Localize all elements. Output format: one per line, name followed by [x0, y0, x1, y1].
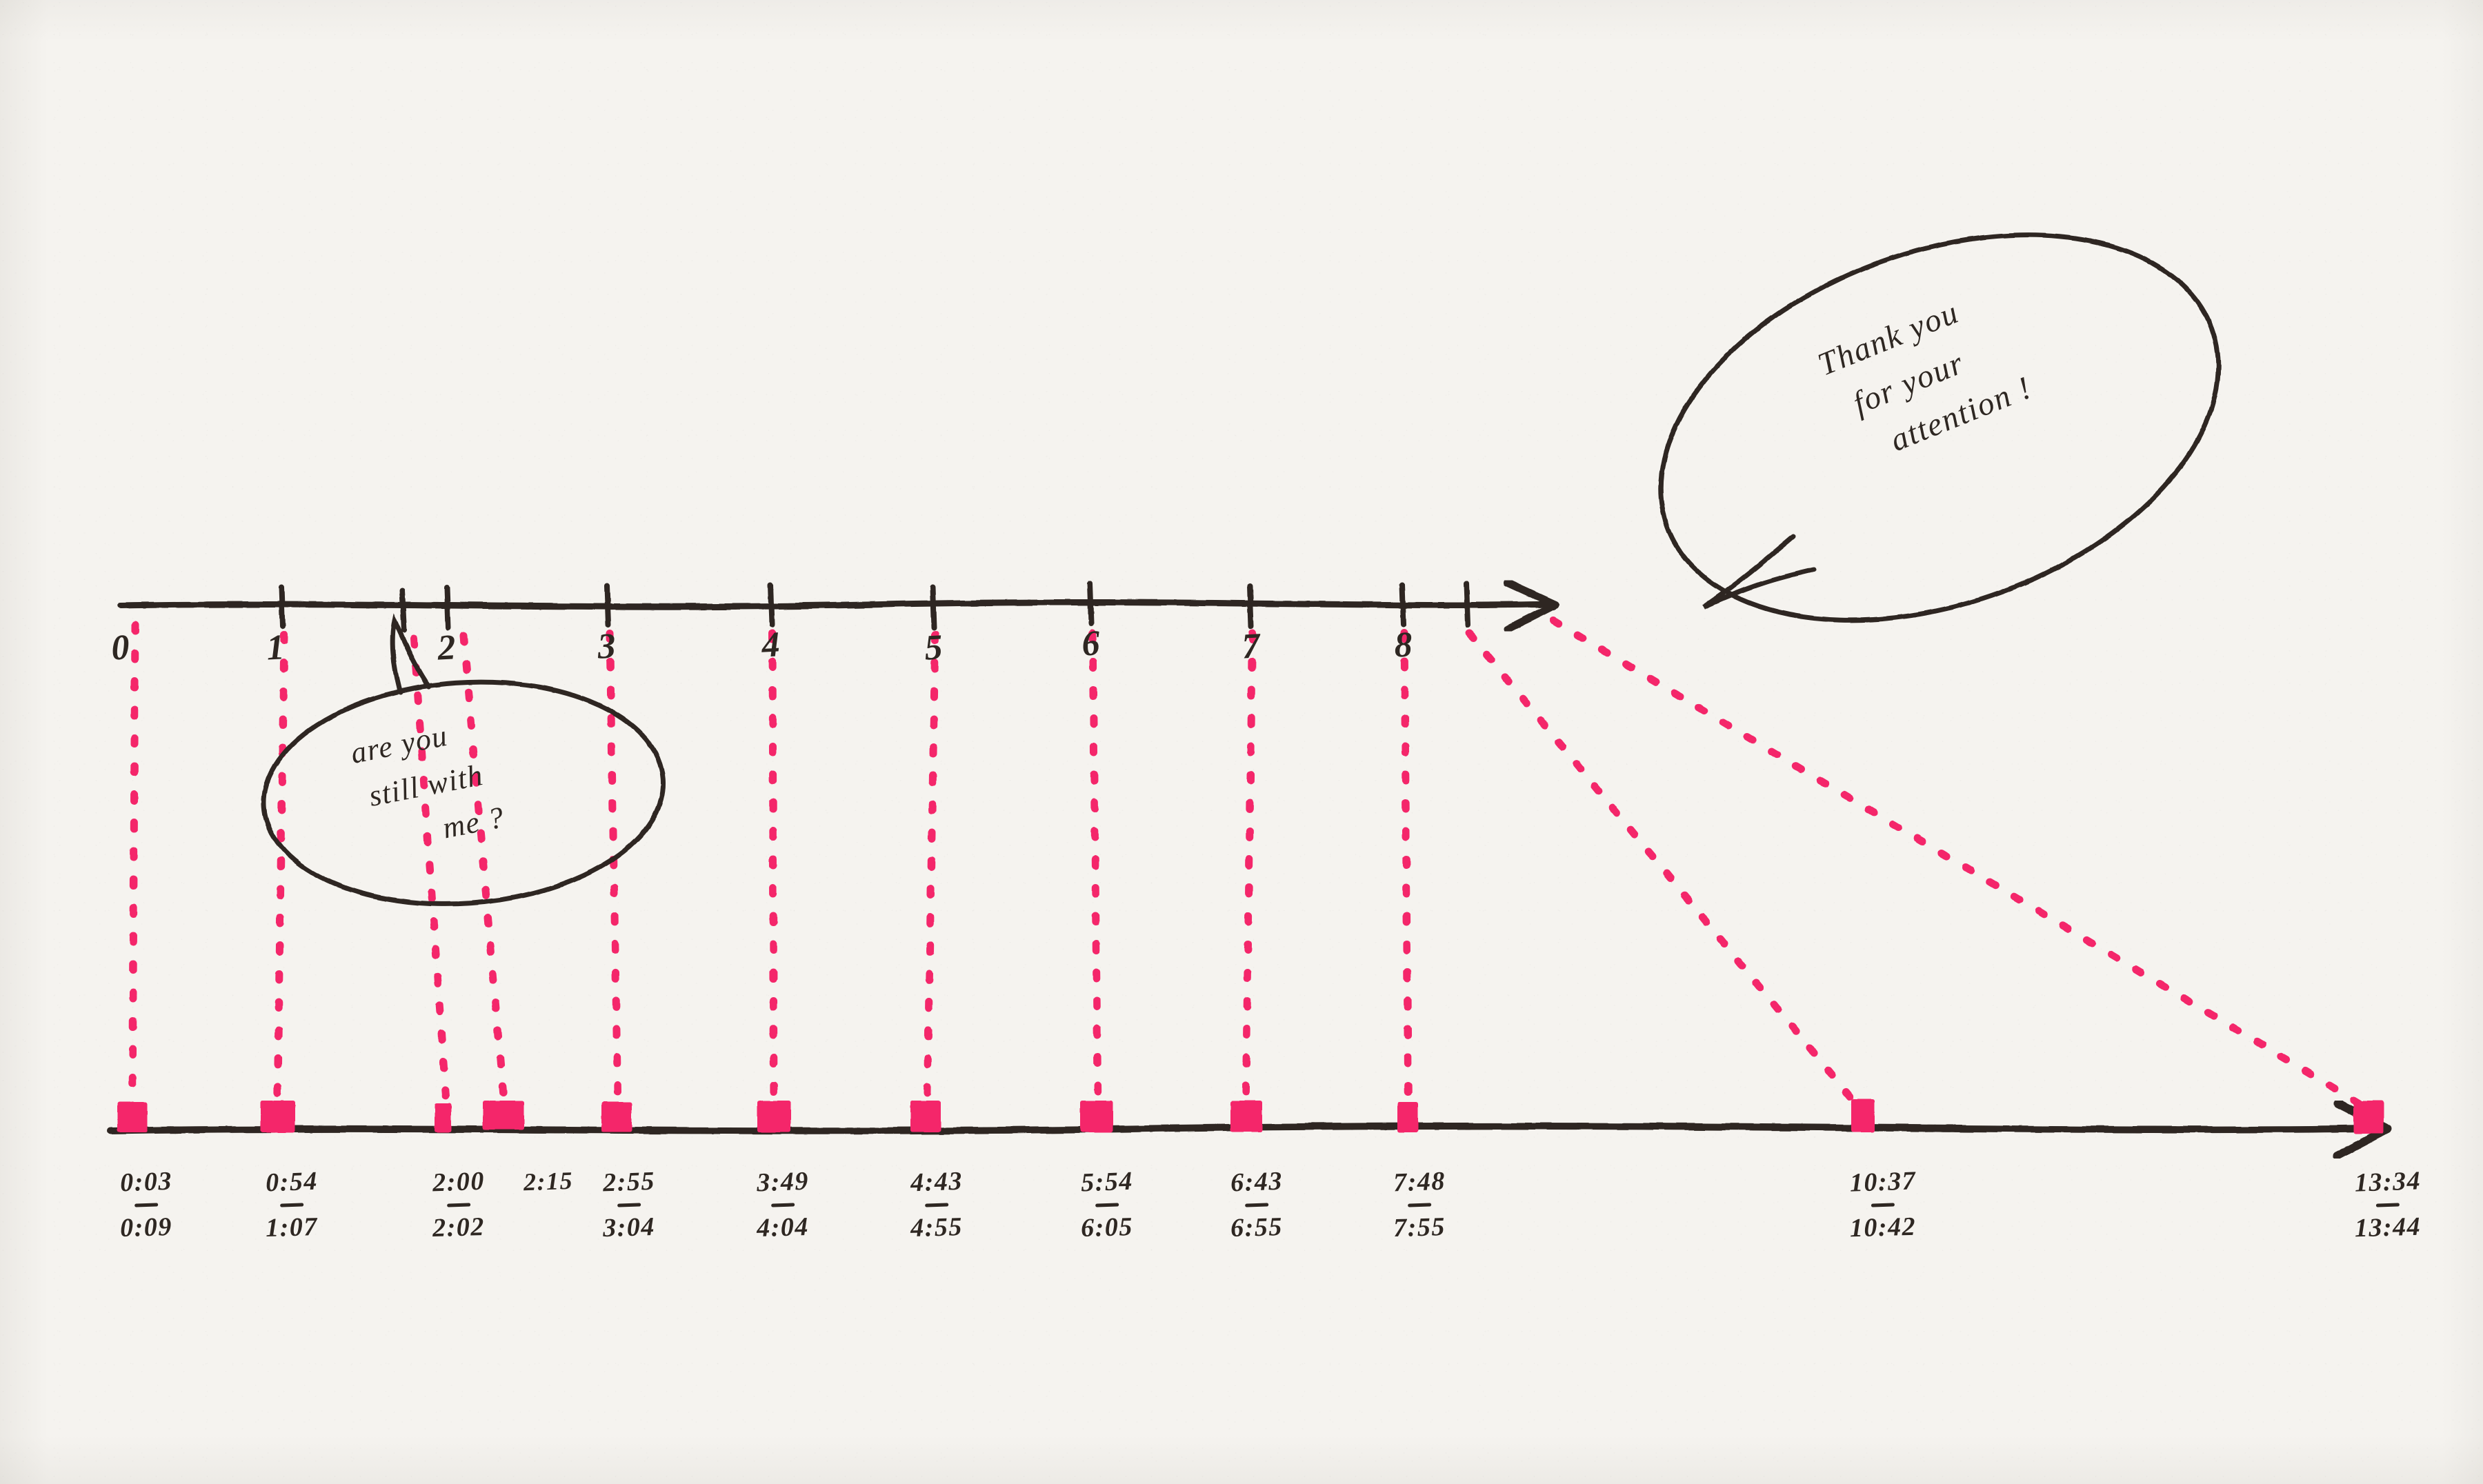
top-axis-line: [117, 579, 1559, 633]
tick-label-7: 7: [1241, 626, 1262, 667]
timestamp-4: 2:55 3:04: [602, 1166, 656, 1243]
still-with-me-bubble-shape: [261, 612, 666, 907]
timestamp-0: 0:03 0:09: [119, 1166, 173, 1243]
top-axis-ticks: [279, 581, 1470, 633]
timestamp-2: 2:00 2:02: [432, 1166, 486, 1243]
range-bar: [1871, 1203, 1895, 1207]
range-bar: [1244, 1203, 1269, 1207]
range-bar: [279, 1203, 304, 1207]
thank-you-bubble-shape: [1658, 232, 2221, 623]
timestamp-7: 5:54 6:05: [1080, 1166, 1134, 1243]
tick-label-6: 6: [1081, 623, 1101, 664]
range-bar: [446, 1203, 471, 1207]
tick-label-1: 1: [266, 628, 286, 668]
tick-label-4: 4: [761, 625, 781, 665]
timestamp-3: 2:15: [523, 1166, 574, 1196]
timestamp-10: 10:37 10:42: [1849, 1166, 1917, 1243]
timestamp-6: 4:43 4:55: [910, 1166, 964, 1243]
tick-label-0: 0: [110, 628, 131, 668]
tick-label-5: 5: [924, 628, 944, 668]
tick-label-2: 2: [437, 628, 457, 668]
range-bar: [1095, 1203, 1119, 1207]
range-bar: [617, 1203, 641, 1207]
timestamp-9: 7:48 7:55: [1393, 1166, 1446, 1243]
tick-label-3: 3: [597, 626, 617, 667]
range-bar: [1407, 1203, 1432, 1207]
still-with-me-bubble-text: are you still with me ?: [348, 718, 508, 845]
range-bar: [924, 1203, 949, 1207]
range-bar: [2375, 1203, 2400, 1207]
range-bar: [770, 1203, 795, 1207]
pink-event-markers: [117, 1099, 2384, 1134]
timestamp-11: 13:34 13:44: [2354, 1166, 2422, 1243]
timestamp-1: 0:54 1:07: [265, 1166, 319, 1243]
pink-connectors: [128, 616, 2375, 1116]
timestamp-8: 6:43 6:55: [1230, 1166, 1284, 1243]
timestamp-5: 3:49 4:04: [756, 1166, 810, 1243]
range-bar: [134, 1203, 159, 1207]
tick-label-8: 8: [1393, 625, 1414, 665]
